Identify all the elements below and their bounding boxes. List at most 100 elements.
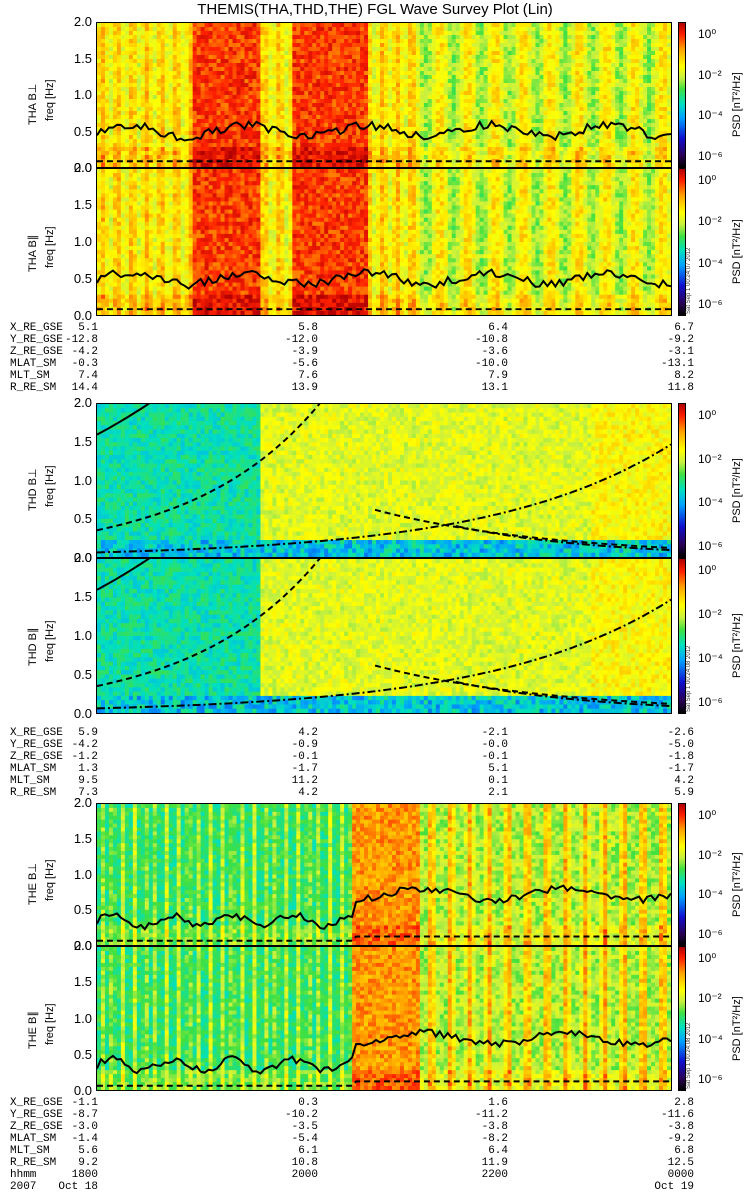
y-tick-label: 2.0 xyxy=(60,396,92,410)
ephemeris-row: R_RE_SM 9.2 10.8 11.9 12.5 xyxy=(10,1157,740,1169)
frequency-curves xyxy=(97,119,671,163)
ephemeris-value: 7.3 xyxy=(54,787,98,799)
colorbar-tick-label: 10⁻⁴ xyxy=(698,256,723,270)
ephemeris-value: -0.9 xyxy=(274,739,318,751)
ephemeris-value: 5.8 xyxy=(274,322,318,334)
ephemeris-value: -12.0 xyxy=(274,334,318,346)
y-tick-label: 1.0 xyxy=(60,629,92,643)
colorbar-label: PSD [nT²/Hz] xyxy=(731,852,743,917)
ephemeris-value: 11.9 xyxy=(464,1157,508,1169)
ephemeris-value: 5.9 xyxy=(54,727,98,739)
spectrogram-panel xyxy=(96,22,672,168)
ephemeris-row: Y_RE_GSE -12.8 -12.0 -10.8 -9.2 xyxy=(10,334,740,346)
ephemeris-label: X_RE_GSE xyxy=(10,1097,63,1109)
ephemeris-label: R_RE_SM xyxy=(10,787,56,799)
spectrogram-heatmap xyxy=(97,947,671,1090)
y-tick-label: 0.0 xyxy=(60,939,92,953)
y-tick-label: 0.5 xyxy=(60,1047,92,1062)
time-tick-label: Oct 18 xyxy=(54,1181,98,1193)
ephemeris-value: 11.2 xyxy=(274,775,318,787)
colorbar-label: PSD [nT²/Hz] xyxy=(731,72,743,137)
spectrogram-heatmap xyxy=(97,404,671,557)
y-tick-label: 0.5 xyxy=(60,124,92,139)
y-tick-label: 2.0 xyxy=(60,939,92,953)
ephemeris-value: -0.1 xyxy=(464,751,508,763)
colorbar xyxy=(678,558,686,714)
y-tick-label: 1.0 xyxy=(60,88,92,102)
panel-label: THA B⊥ xyxy=(26,84,39,125)
ephemeris-label: MLT_SM xyxy=(10,370,50,382)
ephemeris-row: MLT_SM 5.6 6.1 6.4 6.8 xyxy=(10,1145,740,1157)
ephemeris-value: -12.8 xyxy=(54,334,98,346)
ephemeris-value: -10.0 xyxy=(464,358,508,370)
time-tick-label: 1800 xyxy=(54,1169,98,1181)
ephemeris-value: 5.1 xyxy=(54,322,98,334)
time-axis-row: 2007 Oct 18 Oct 19 xyxy=(10,1181,740,1193)
timestamp-note: Sat Sep 1 00:24:08 2012 xyxy=(686,646,692,712)
ephemeris-value: -13.1 xyxy=(650,358,694,370)
time-tick-label: 2000 xyxy=(274,1169,318,1181)
timestamp-note: Sat Sep 1 00:24:07 2012 xyxy=(686,248,692,314)
ephemeris-value: -0.0 xyxy=(464,739,508,751)
ephemeris-value: -3.5 xyxy=(274,1121,318,1133)
colorbar-tick-label: 10⁻² xyxy=(698,992,722,1005)
spectrogram-panel xyxy=(96,403,672,558)
y-axis-label: freq [Hz] xyxy=(44,226,56,268)
ephemeris-value: 1.6 xyxy=(464,1097,508,1109)
colorbar-tick-label: 10⁻⁴ xyxy=(698,109,723,122)
ephemeris-row: X_RE_GSE 5.1 5.8 6.4 6.7 xyxy=(10,322,740,334)
timestamp-note: Sat Sep 1 00:24:08 2012 xyxy=(686,1023,692,1089)
y-tick-label: 0.5 xyxy=(60,272,92,286)
spectrogram-panel xyxy=(96,803,672,946)
colorbar xyxy=(678,946,686,1091)
ephemeris-value: -2.6 xyxy=(650,727,694,739)
ephemeris-value: -8.2 xyxy=(464,1133,508,1145)
colorbar-tick-label: 10⁻⁶ xyxy=(698,1073,723,1086)
colorbar-tick-label: 10⁻² xyxy=(698,848,722,862)
ephemeris-label: Z_RE_GSE xyxy=(10,346,63,358)
ephemeris-row: MLT_SM 7.4 7.6 7.9 8.2 xyxy=(10,370,740,382)
ephemeris-value: -3.8 xyxy=(650,1121,694,1133)
ephemeris-row: R_RE_SM 14.4 13.9 13.1 11.8 xyxy=(10,382,740,394)
y-tick-label: 1.0 xyxy=(60,1011,92,1026)
ephemeris-value: 8.2 xyxy=(650,370,694,382)
frequency-curves xyxy=(97,268,671,311)
ephemeris-row: Y_RE_GSE -4.2 -0.9 -0.0 -5.0 xyxy=(10,739,740,751)
ephemeris-row: Z_RE_GSE -4.2 -3.9 -3.6 -3.1 xyxy=(10,346,740,358)
y-tick-label: 0.0 xyxy=(60,1084,92,1098)
ephemeris-label: R_RE_SM xyxy=(10,382,56,394)
ephemeris-value: 5.6 xyxy=(54,1145,98,1157)
y-axis-label: freq [Hz] xyxy=(44,79,56,121)
colorbar-tick-label: 10⁻⁶ xyxy=(698,928,723,941)
colorbar-tick-label: 10⁰ xyxy=(698,809,716,822)
ephemeris-value: 10.8 xyxy=(274,1157,318,1169)
ephemeris-value: 5.9 xyxy=(650,787,694,799)
frequency-curves xyxy=(97,884,671,942)
y-tick-label: 1.5 xyxy=(60,434,92,449)
colorbar-tick-label: 10⁰ xyxy=(698,952,716,965)
y-tick-label: 0.0 xyxy=(60,309,92,323)
ephemeris-row: MLAT_SM 1.3 -1.7 5.1 -1.7 xyxy=(10,763,740,775)
ephemeris-value: -5.6 xyxy=(274,358,318,370)
ephemeris-row: Z_RE_GSE -1.2 -0.1 -0.1 -1.8 xyxy=(10,751,740,763)
panel-label: THD B⊥ xyxy=(26,468,39,511)
colorbar-tick-label: 10⁻² xyxy=(698,68,722,82)
colorbar-tick-label: 10⁻⁶ xyxy=(698,298,723,311)
y-tick-label: 1.0 xyxy=(60,473,92,488)
y-tick-label: 2.0 xyxy=(60,15,92,29)
ephemeris-value: -10.2 xyxy=(274,1109,318,1121)
ephemeris-value: 2.1 xyxy=(464,787,508,799)
ephemeris-label: MLT_SM xyxy=(10,1145,50,1157)
colorbar-label: PSD [nT²/Hz] xyxy=(731,613,743,678)
ephemeris-value: -3.1 xyxy=(650,346,694,358)
ephemeris-value: 9.5 xyxy=(54,775,98,787)
ephemeris-value: -3.9 xyxy=(274,346,318,358)
y-tick-label: 0.5 xyxy=(60,668,92,682)
ephemeris-row: Z_RE_GSE -3.0 -3.5 -3.8 -3.8 xyxy=(10,1121,740,1133)
time-axis-label: hhmm xyxy=(10,1169,36,1181)
colorbar-tick-label: 10⁻⁶ xyxy=(698,150,723,163)
ephemeris-value: 13.9 xyxy=(274,382,318,394)
frequency-curves xyxy=(97,1028,671,1087)
ephemeris-label: Y_RE_GSE xyxy=(10,334,63,346)
colorbar-tick-label: 10⁻⁴ xyxy=(698,652,723,665)
